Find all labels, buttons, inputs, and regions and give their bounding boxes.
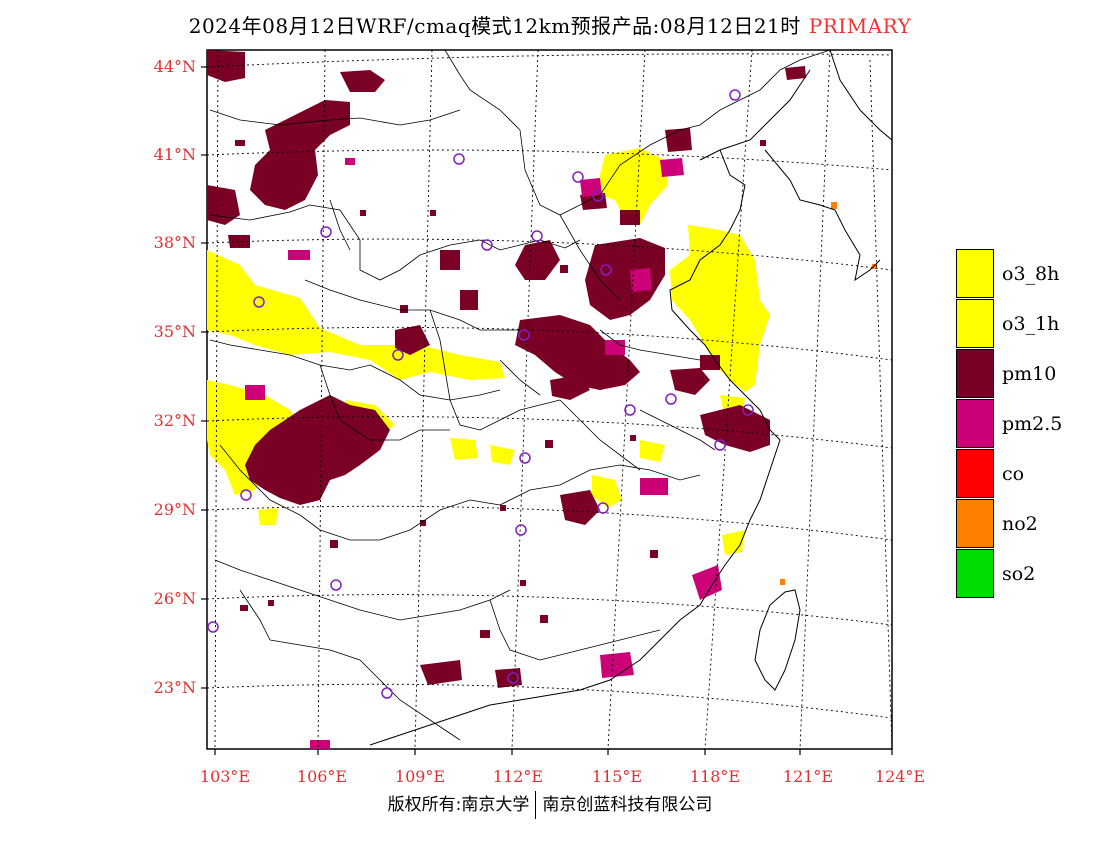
axis-ticks [201, 66, 893, 755]
legend-swatch [956, 499, 994, 548]
lon-label: 121°E [783, 767, 833, 786]
copyright-right: 南京创蓝科技有限公司 [542, 795, 713, 815]
legend-swatch [956, 349, 994, 398]
lat-label: 23°N [154, 678, 196, 697]
lon-label: 106°E [297, 767, 347, 786]
legend-item-so2: so2 [956, 549, 1086, 599]
legend-item-o3-8h: o3_8h [956, 249, 1086, 299]
pm10-specks [235, 140, 766, 638]
copyright-left: 版权所有:南京大学 [387, 795, 530, 815]
lat-label: 38°N [154, 233, 196, 252]
legend-item-pm25: pm2.5 [956, 399, 1086, 449]
lat-label: 35°N [154, 322, 196, 341]
legend-label: co [1002, 463, 1025, 485]
footer-divider [535, 791, 537, 819]
lon-label: 109°E [395, 767, 445, 786]
legend-swatch [956, 549, 994, 598]
legend-swatch [956, 449, 994, 498]
pm25-areas [245, 158, 722, 749]
legend: o3_8h o3_1h pm10 pm2.5 co no2 so2 [956, 249, 1086, 599]
boundaries [209, 50, 831, 741]
legend-label: pm10 [1002, 363, 1057, 385]
legend-swatch [956, 299, 994, 348]
legend-item-co: co [956, 449, 1086, 499]
legend-swatch [956, 399, 994, 448]
graticule [207, 50, 892, 749]
no2-specks [780, 202, 877, 585]
lat-label: 29°N [154, 500, 196, 519]
map-title: 2024年08月12日WRF/cmaq模式12km预报产品:08月12日21时 P… [0, 10, 1100, 39]
legend-label: so2 [1002, 563, 1036, 585]
legend-item-no2: no2 [956, 499, 1086, 549]
lon-label: 115°E [592, 767, 642, 786]
lat-label: 32°N [154, 411, 196, 430]
lon-label: 124°E [875, 767, 925, 786]
legend-label: no2 [1002, 513, 1038, 535]
lon-label: 103°E [200, 767, 250, 786]
lon-label: 118°E [690, 767, 740, 786]
lat-label: 44°N [154, 57, 196, 76]
lon-label: 112°E [493, 767, 543, 786]
longitude-labels: 103°E 106°E 109°E 112°E 115°E 118°E 121°… [200, 767, 925, 786]
city-markers [207, 89, 754, 699]
legend-label: o3_1h [1002, 313, 1060, 335]
title-main: 2024年08月12日WRF/cmaq模式12km预报产品:08月12日21时 [188, 14, 801, 38]
legend-swatch [956, 249, 994, 298]
latitude-labels: 44°N 41°N 38°N 35°N 32°N 29°N 26°N 23°N [154, 57, 196, 697]
copyright-footer: 版权所有:南京大学 南京创蓝科技有限公司 [0, 790, 1100, 819]
legend-label: o3_8h [1002, 263, 1060, 285]
title-tag: PRIMARY [808, 14, 912, 38]
lat-label: 41°N [154, 145, 196, 164]
legend-label: pm2.5 [1002, 413, 1063, 435]
coastline [369, 50, 892, 746]
legend-item-pm10: pm10 [956, 349, 1086, 399]
lat-label: 26°N [154, 589, 196, 608]
legend-item-o3-1h: o3_1h [956, 299, 1086, 349]
